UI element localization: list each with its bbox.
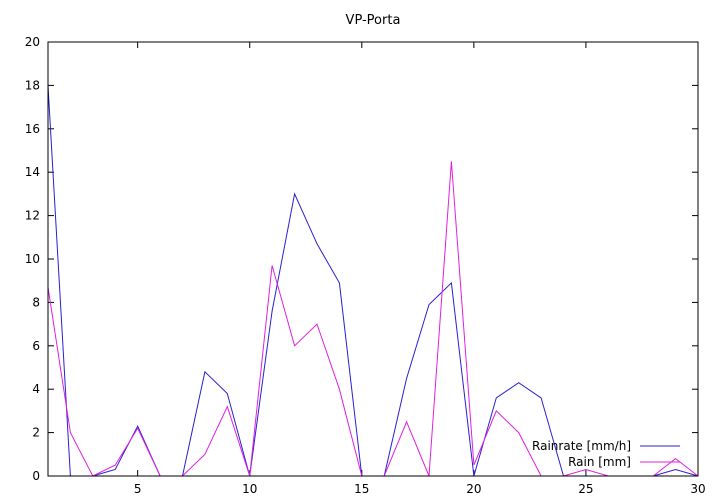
series-line-1 — [47, 85, 699, 477]
x-tick-label: 10 — [242, 482, 257, 496]
y-tick-label: 6 — [32, 339, 40, 353]
x-tick-label: 15 — [354, 482, 369, 496]
y-tick-label: 0 — [32, 469, 40, 483]
y-tick-label: 8 — [32, 295, 40, 309]
x-tick-label: 30 — [690, 482, 705, 496]
y-tick-label: 18 — [25, 78, 40, 92]
legend-label: Rain [mm] — [568, 455, 631, 469]
y-tick-label: 12 — [25, 209, 40, 223]
legend-label: Rainrate [mm/h] — [532, 439, 631, 453]
plot-frame — [47, 41, 699, 477]
legend: Rainrate [mm/h] Rain [mm] — [532, 439, 680, 469]
series-layer — [47, 85, 699, 477]
series-line-2 — [47, 161, 699, 477]
y-tick-label: 16 — [25, 122, 40, 136]
axis-ticks: 0 2 4 6 8 10 12 14 16 18 20 5 10 15 20 25 30 — [25, 35, 706, 496]
y-tick-label: 10 — [25, 252, 40, 266]
x-tick-label: 5 — [134, 482, 142, 496]
y-tick-label: 2 — [32, 426, 40, 440]
y-tick-label: 14 — [25, 165, 40, 179]
y-tick-label: 4 — [32, 382, 40, 396]
x-tick-label: 20 — [466, 482, 481, 496]
x-tick-label: 25 — [578, 482, 593, 496]
y-tick-label: 20 — [25, 35, 40, 49]
chart-title: VP-Porta — [346, 13, 401, 28]
